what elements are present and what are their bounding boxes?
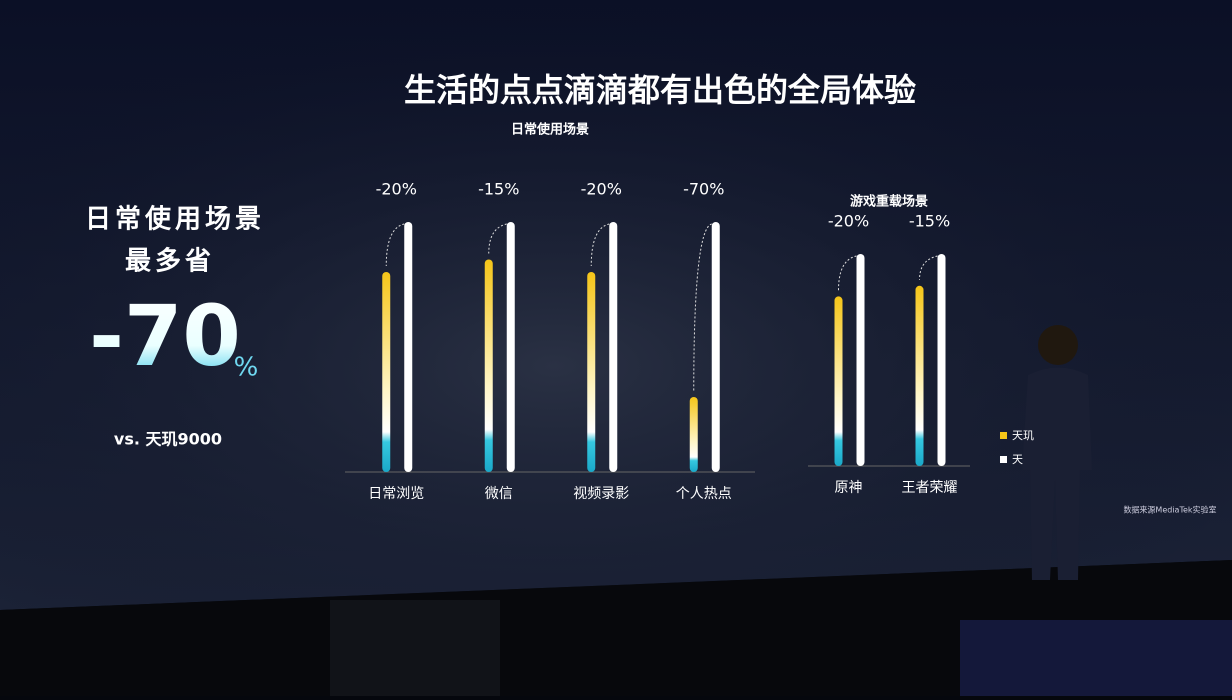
reference-bar [856, 254, 865, 466]
presenter-body [1022, 367, 1092, 580]
arrow [919, 255, 938, 280]
stage-monitor [960, 620, 1232, 696]
reference-bar [937, 254, 946, 466]
value-label: -15% [909, 212, 950, 231]
slide-title: 生活的点点滴滴都有出色的全局体验 [404, 71, 916, 109]
value-label: -20% [376, 180, 417, 199]
bar [587, 272, 596, 472]
bar [834, 296, 843, 466]
value-label: -20% [828, 212, 869, 231]
x-tick-label: 原神 [835, 480, 863, 496]
arrow [693, 223, 712, 392]
legend-label: 天玑 [1012, 429, 1034, 442]
bar [915, 285, 924, 466]
chart-subtitle: 日常使用场景 [511, 122, 589, 138]
x-tick-label: 个人热点 [676, 486, 732, 502]
reference-bar [711, 222, 720, 472]
headline-unit: % [234, 353, 259, 383]
legend-swatch [1000, 456, 1007, 463]
chart-subtitle: 游戏重载场景 [850, 194, 928, 210]
x-tick-label: 日常浏览 [368, 486, 424, 502]
headline-value: -70 [89, 287, 241, 385]
reference-bar [404, 222, 413, 472]
presenter [1022, 325, 1092, 580]
bar [689, 397, 698, 472]
arrow [488, 223, 507, 254]
source-note: 数据来源MediaTek实验室 [1123, 505, 1216, 515]
headline-note: vs. 天玑9000 [114, 430, 222, 449]
speaker-box [330, 600, 500, 696]
presenter-head [1038, 325, 1078, 365]
bar [382, 272, 391, 472]
value-label: -15% [478, 180, 519, 199]
x-tick-label: 王者荣耀 [902, 480, 958, 496]
x-tick-label: 视频录影 [573, 486, 629, 502]
reference-bar [506, 222, 515, 472]
floor [0, 560, 1232, 696]
x-tick-label: 微信 [485, 486, 513, 502]
value-label: -20% [581, 180, 622, 199]
reference-bar [609, 222, 618, 472]
bar [484, 259, 493, 472]
legend-swatch [1000, 432, 1007, 439]
value-label: -70% [683, 180, 724, 199]
arrow [838, 255, 857, 291]
legend-label: 天 [1012, 453, 1023, 466]
headline-line1: 日常使用场景 [85, 205, 265, 235]
headline-line2: 最多省 [125, 247, 215, 277]
